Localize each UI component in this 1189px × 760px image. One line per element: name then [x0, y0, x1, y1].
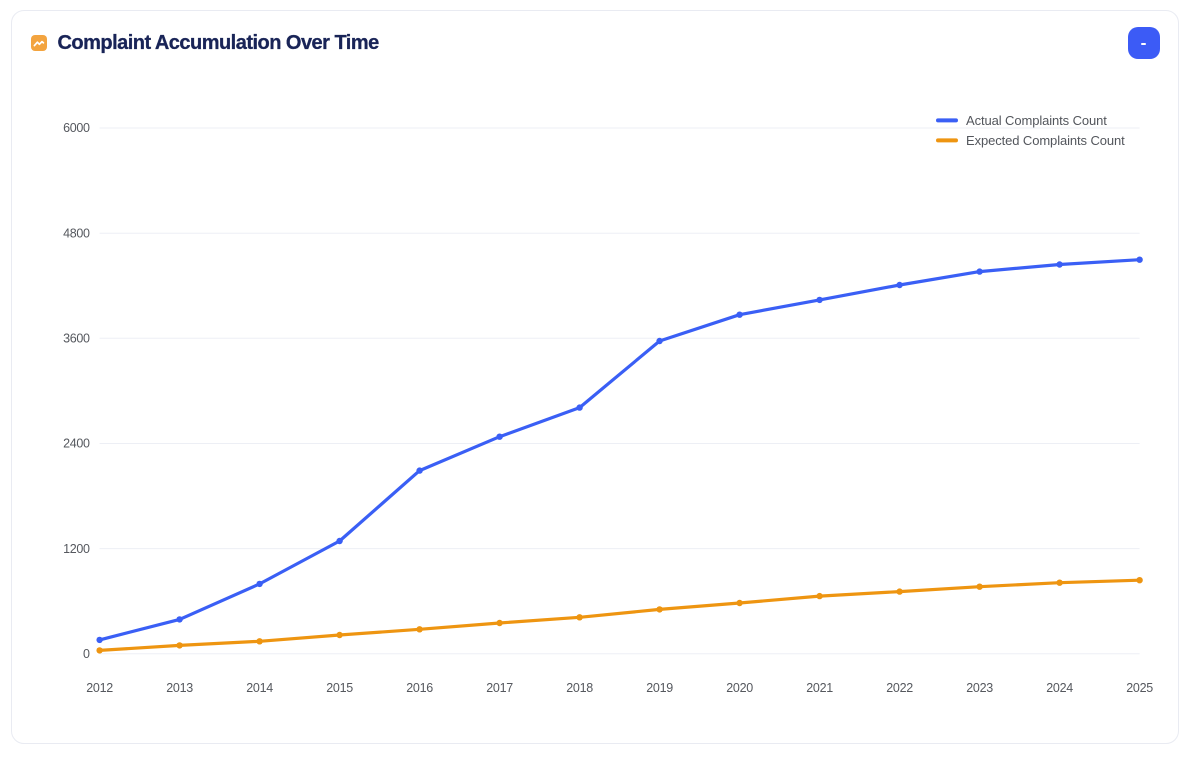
svg-text:1200: 1200	[63, 542, 90, 556]
svg-text:0: 0	[83, 647, 90, 661]
svg-text:2023: 2023	[966, 681, 993, 695]
svg-text:2020: 2020	[726, 681, 753, 695]
svg-text:3600: 3600	[63, 332, 90, 346]
svg-text:2400: 2400	[63, 437, 90, 451]
svg-text:2012: 2012	[86, 681, 113, 695]
svg-text:Actual Complaints Count: Actual Complaints Count	[966, 113, 1107, 128]
svg-text:4800: 4800	[63, 226, 90, 240]
svg-text:2019: 2019	[646, 681, 673, 695]
svg-text:2013: 2013	[166, 681, 193, 695]
svg-text:2021: 2021	[806, 681, 833, 695]
svg-text:6000: 6000	[63, 121, 90, 135]
svg-text:2022: 2022	[886, 681, 913, 695]
svg-text:2015: 2015	[326, 681, 353, 695]
svg-text:2018: 2018	[566, 681, 593, 695]
svg-text:2014: 2014	[246, 681, 273, 695]
svg-text:2017: 2017	[486, 681, 513, 695]
svg-text:2025: 2025	[1126, 681, 1153, 695]
svg-text:2016: 2016	[406, 681, 433, 695]
svg-text:2024: 2024	[1046, 681, 1073, 695]
svg-text:Expected Complaints Count: Expected Complaints Count	[966, 133, 1125, 148]
